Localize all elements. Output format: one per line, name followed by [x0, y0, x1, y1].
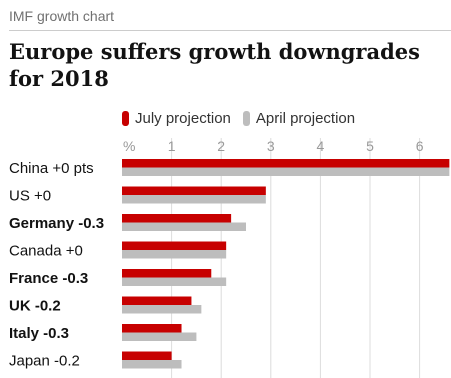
category-label-2: Germany -0.3	[9, 215, 104, 232]
legend-item-july: July projection	[122, 110, 231, 127]
july-bar-5	[122, 296, 192, 305]
legend-swatch-july	[122, 111, 129, 126]
july-bar-3	[122, 241, 227, 250]
category-label-1: US +0	[9, 188, 51, 205]
april-bar-2	[122, 222, 246, 231]
april-bar-6	[122, 332, 197, 341]
july-bar-4	[122, 269, 212, 278]
x-tick-label-3: 3	[267, 138, 275, 154]
april-bar-0	[122, 167, 450, 176]
category-label-5: UK -0.2	[9, 298, 61, 315]
july-bar-0	[122, 159, 450, 168]
legend-label-april: April projection	[255, 110, 356, 127]
july-bar-1	[122, 186, 266, 195]
x-tick-label-2: 2	[217, 138, 225, 154]
category-label-0: China +0 pts	[9, 160, 94, 177]
header-rule	[9, 30, 451, 31]
april-bar-5	[122, 305, 202, 314]
july-bar-2	[122, 214, 232, 223]
chart-legend: July projection April projection	[122, 110, 367, 127]
legend-swatch-april	[242, 111, 250, 126]
legend-item-april: April projection	[242, 110, 356, 127]
chart-title: Europe suffers growth downgrades for 201…	[9, 39, 420, 91]
april-bar-3	[122, 250, 227, 259]
chart-kicker: IMF growth chart	[9, 8, 115, 24]
x-tick-label-5: 5	[366, 138, 374, 154]
x-tick-label-1: 1	[168, 138, 176, 154]
legend-label-july: July projection	[135, 110, 231, 127]
category-label-6: Italy -0.3	[9, 325, 69, 342]
july-bar-6	[122, 324, 182, 333]
x-tick-label-6: 6	[416, 138, 424, 154]
category-label-4: France -0.3	[9, 270, 88, 287]
x-tick-label-4: 4	[317, 138, 325, 154]
april-bar-4	[122, 277, 227, 286]
category-label-7: Japan -0.2	[9, 353, 80, 370]
april-bar-7	[122, 360, 182, 369]
category-label-3: Canada +0	[9, 243, 83, 260]
axis-unit-label: %	[123, 138, 135, 154]
april-bar-1	[122, 195, 266, 204]
july-bar-7	[122, 351, 172, 360]
